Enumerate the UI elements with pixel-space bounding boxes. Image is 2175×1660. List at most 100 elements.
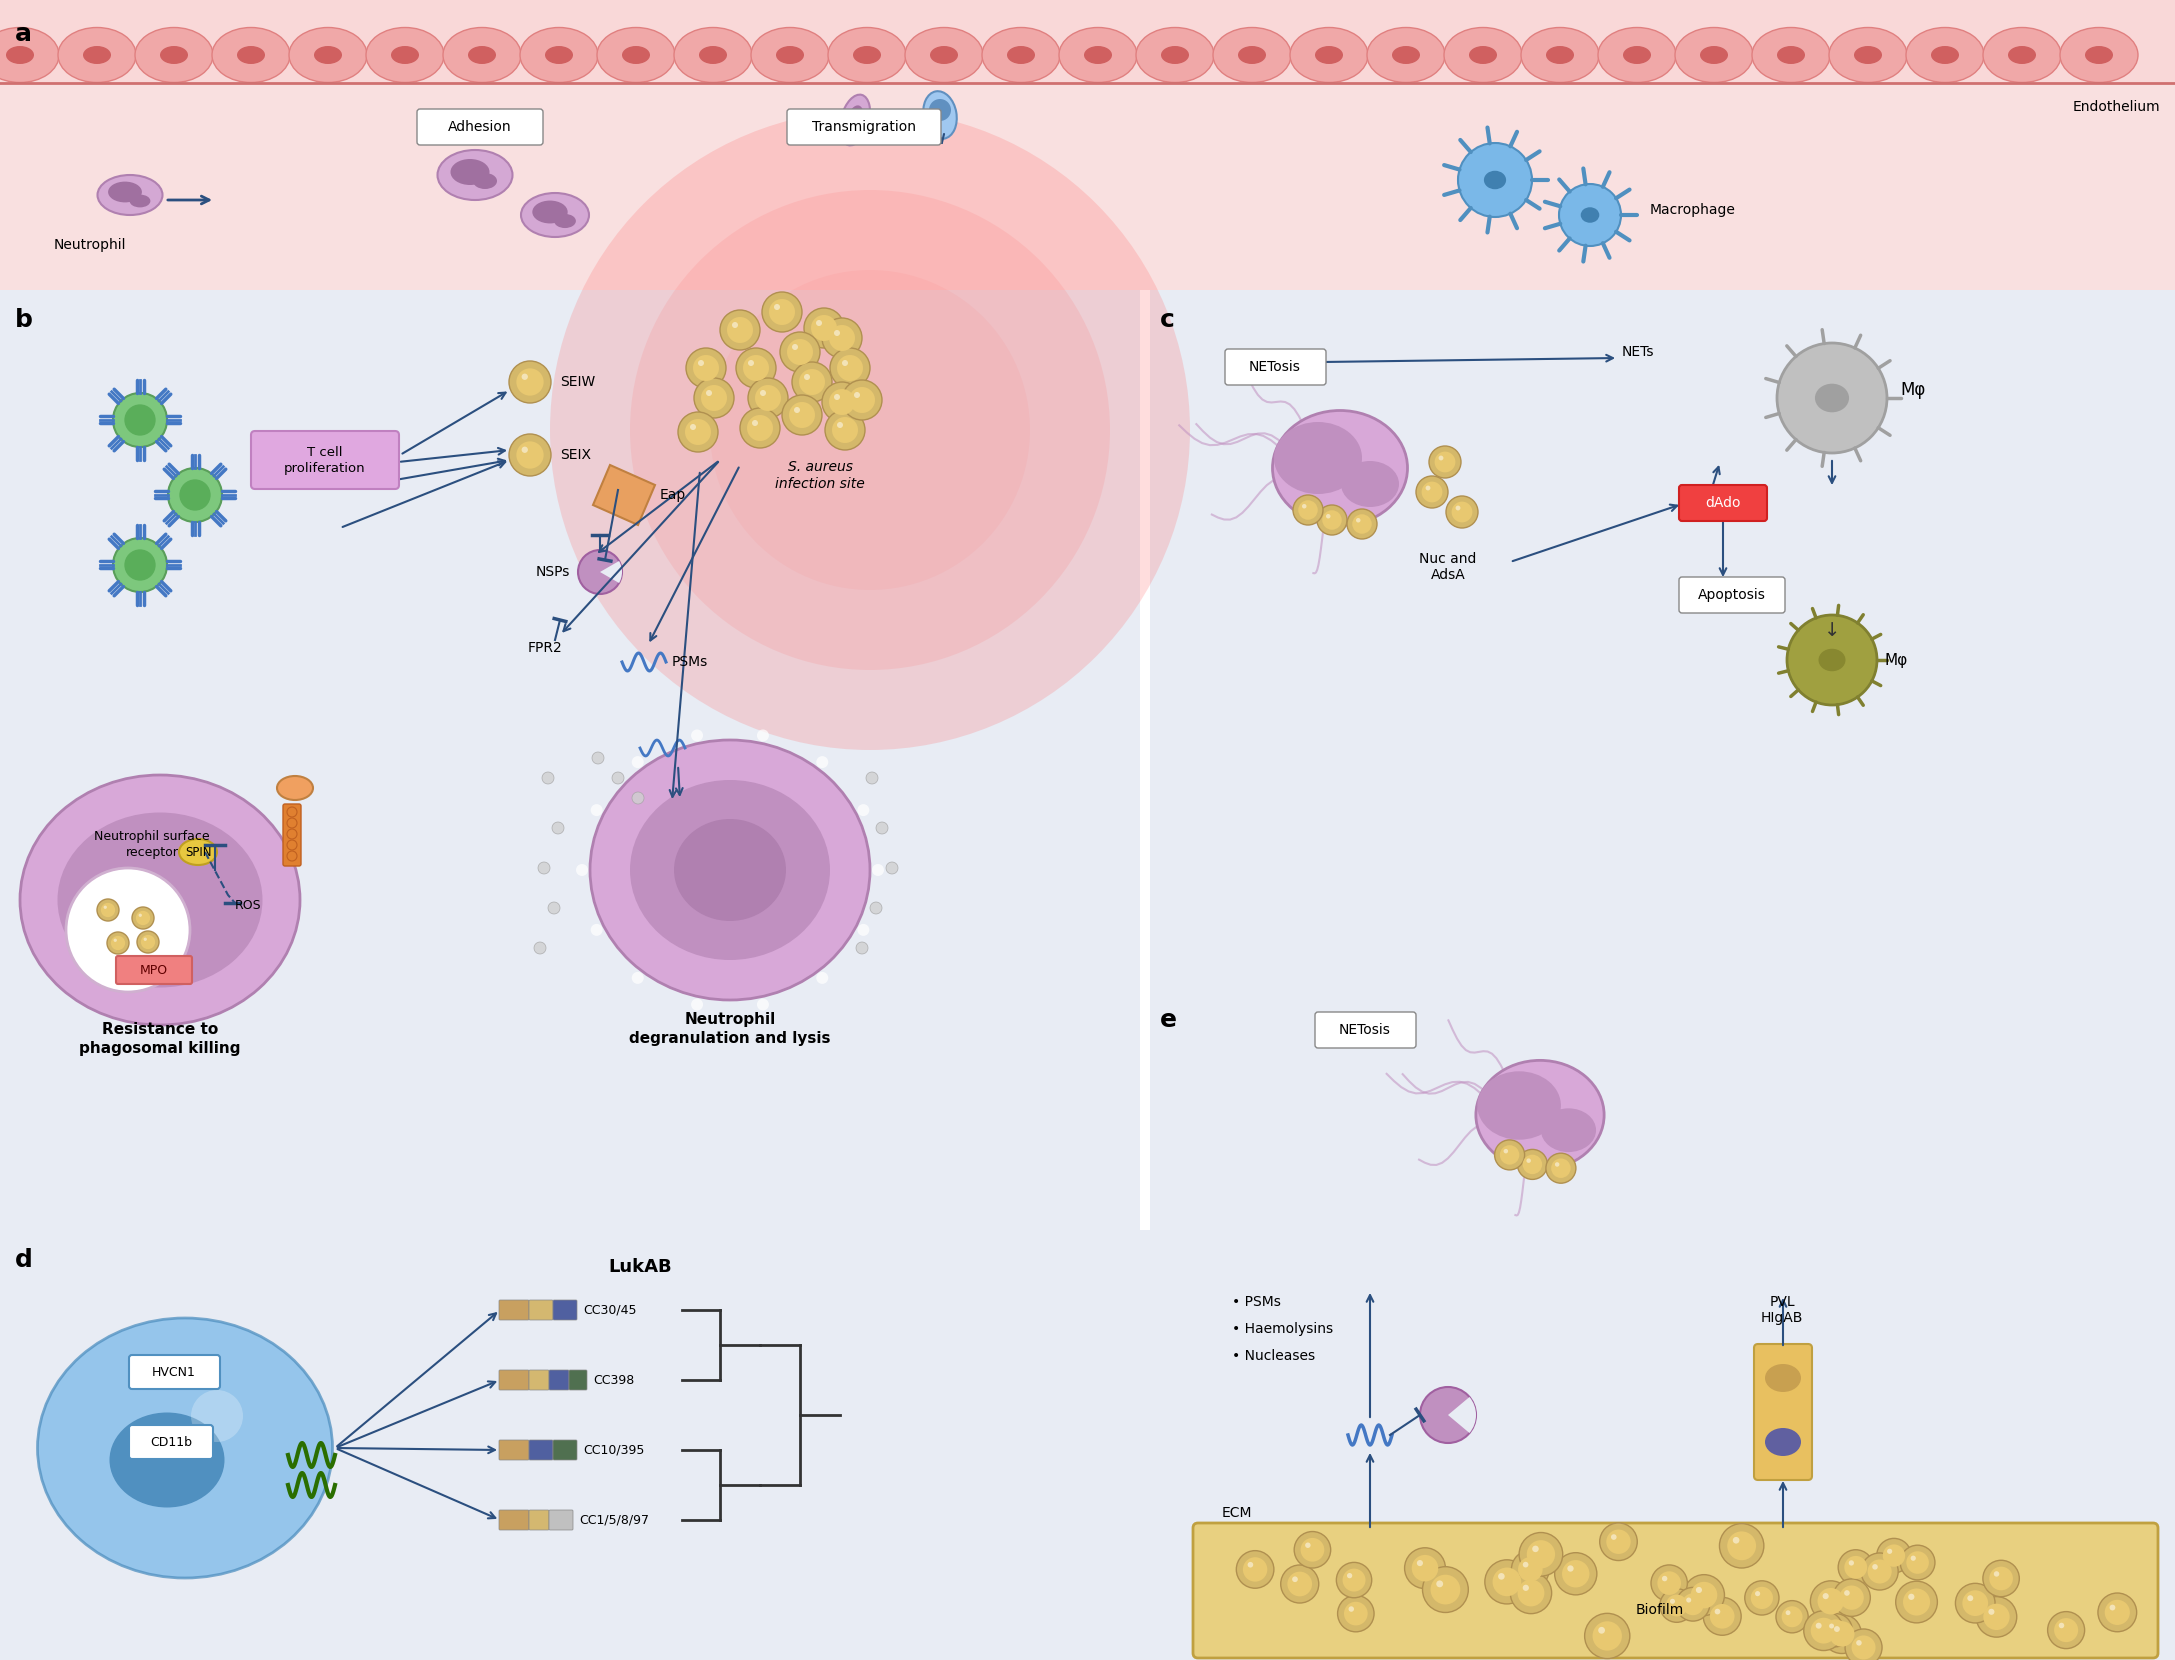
Circle shape [1353,515,1372,535]
Text: NETosis: NETosis [1248,360,1301,374]
Text: NETosis: NETosis [1340,1023,1392,1038]
Circle shape [787,339,813,365]
Circle shape [167,468,222,521]
Circle shape [1457,143,1531,217]
Circle shape [1242,1557,1268,1582]
Circle shape [1292,495,1322,525]
Ellipse shape [57,812,263,988]
Text: Mφ: Mφ [1901,382,1925,398]
Circle shape [726,317,753,344]
Circle shape [1683,1575,1725,1615]
Circle shape [522,374,529,380]
Circle shape [700,385,726,412]
Circle shape [1562,1560,1590,1587]
Circle shape [1670,1599,1675,1604]
Text: Nuc and
AdsA: Nuc and AdsA [1420,553,1477,583]
Ellipse shape [109,181,141,203]
Circle shape [1522,1585,1529,1590]
Ellipse shape [1477,1071,1562,1140]
Ellipse shape [1829,28,1907,83]
Ellipse shape [750,28,829,83]
Circle shape [1834,1627,1840,1632]
Circle shape [592,803,602,817]
FancyBboxPatch shape [1194,1522,2158,1658]
Ellipse shape [1272,410,1407,526]
Circle shape [1294,1532,1331,1569]
Ellipse shape [1468,46,1496,65]
Text: HVCN1: HVCN1 [152,1366,196,1378]
Circle shape [694,355,720,382]
Ellipse shape [674,28,753,83]
Circle shape [552,822,563,833]
Ellipse shape [931,46,957,65]
Circle shape [1907,1594,1914,1600]
Circle shape [1518,1557,1542,1582]
Circle shape [1888,1549,1892,1554]
Circle shape [759,390,766,397]
Ellipse shape [922,91,957,139]
Circle shape [746,415,772,442]
FancyBboxPatch shape [0,0,2175,290]
Ellipse shape [1316,46,1342,65]
Circle shape [870,901,883,915]
Text: e: e [1159,1008,1177,1033]
Circle shape [1451,501,1472,523]
Circle shape [113,393,167,447]
Circle shape [1829,1623,1834,1628]
Ellipse shape [1814,383,1849,412]
Text: MPO: MPO [139,963,167,976]
Ellipse shape [20,775,300,1024]
Ellipse shape [1007,46,1035,65]
Circle shape [1829,1622,1855,1647]
Ellipse shape [1540,1109,1596,1152]
Circle shape [1248,1562,1253,1567]
Circle shape [1298,500,1318,520]
Text: Adhesion: Adhesion [448,120,511,134]
Circle shape [287,807,298,817]
FancyBboxPatch shape [0,290,1140,1230]
Circle shape [733,322,737,329]
Circle shape [1677,1587,1710,1622]
Ellipse shape [1059,28,1138,83]
Text: T cell
proliferation: T cell proliferation [285,445,365,475]
Ellipse shape [840,95,870,146]
Circle shape [1503,1149,1507,1154]
Circle shape [811,315,837,340]
Ellipse shape [313,46,341,65]
FancyBboxPatch shape [1151,989,2175,1660]
FancyBboxPatch shape [128,1424,213,1459]
Circle shape [144,938,148,941]
Ellipse shape [1675,28,1753,83]
FancyBboxPatch shape [0,1230,1151,1660]
Circle shape [287,852,298,862]
Ellipse shape [1984,28,2062,83]
Circle shape [1816,1623,1823,1628]
FancyBboxPatch shape [552,1439,576,1461]
Circle shape [1823,1594,1829,1599]
Circle shape [1446,496,1479,528]
Circle shape [1873,1564,1877,1570]
Ellipse shape [622,46,650,65]
Circle shape [783,395,822,435]
FancyBboxPatch shape [548,1511,572,1531]
Circle shape [1518,1532,1562,1575]
Circle shape [1592,1622,1623,1650]
Circle shape [1955,1584,1994,1623]
Ellipse shape [178,838,218,865]
Circle shape [1660,1589,1694,1622]
Circle shape [1834,1579,1870,1617]
Circle shape [1586,1614,1629,1658]
Text: Neutrophil surface
receptor: Neutrophil surface receptor [94,830,209,858]
Circle shape [1599,1627,1605,1633]
Ellipse shape [674,818,785,921]
Circle shape [929,100,950,121]
Circle shape [822,382,861,422]
Text: CD11b: CD11b [150,1436,191,1449]
Circle shape [1788,614,1877,706]
Circle shape [770,299,796,325]
Ellipse shape [520,28,598,83]
FancyBboxPatch shape [498,1300,529,1320]
Circle shape [113,538,167,593]
Circle shape [720,310,759,350]
Circle shape [1436,1580,1444,1587]
